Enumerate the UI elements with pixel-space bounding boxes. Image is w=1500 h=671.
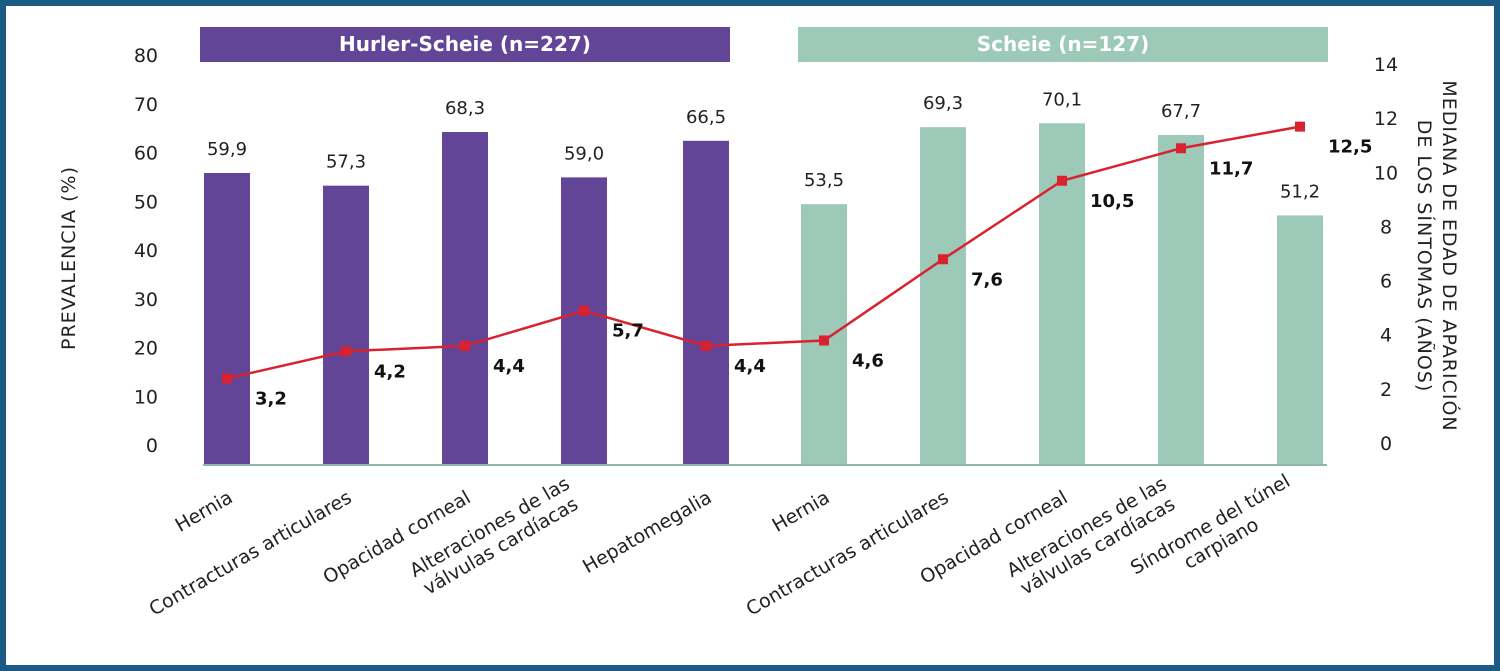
category-label-line: Contracturas articulares xyxy=(146,486,356,620)
category-label-line: Hepatomegalia xyxy=(579,486,715,577)
line-value-label: 4,2 xyxy=(374,361,406,382)
line-value-label: 7,6 xyxy=(971,269,1003,290)
y-left-tick-label: 80 xyxy=(134,45,158,67)
line-point xyxy=(1057,175,1067,186)
bar-value-label: 67,7 xyxy=(1161,101,1201,122)
bar xyxy=(442,132,488,465)
bar xyxy=(1277,215,1323,465)
y-left-tick-label: 40 xyxy=(134,240,158,262)
category-label: Hernia xyxy=(768,486,833,536)
axis-layer: 0 10 20 30 40 50 60 70 80 0 2 4 6 8 10 12 14 PREVALENCIA … xyxy=(58,45,1462,466)
y-right-tick-label: 2 xyxy=(1380,379,1392,401)
y-right-tick-label: 10 xyxy=(1374,162,1398,184)
y-left-axis-title: PREVALENCIA (%) xyxy=(58,166,80,350)
line-value-label: 4,4 xyxy=(734,356,766,377)
line-point xyxy=(1176,143,1186,154)
bar xyxy=(920,127,966,465)
line-value-label: 3,2 xyxy=(255,388,287,409)
line-point xyxy=(460,340,470,351)
y-right-tick-label: 6 xyxy=(1380,271,1392,293)
y-right-tick-label: 12 xyxy=(1374,108,1398,130)
y-right-axis-title-line: DE LOS SÍNTOMAS (AÑOS) xyxy=(1413,120,1436,393)
line-value-label: 5,7 xyxy=(612,321,644,342)
line-point xyxy=(341,346,351,357)
chart: Hurler-Scheie (n=227) Scheie (n=127) 0 10 2… xyxy=(58,27,1462,620)
bar xyxy=(323,185,369,465)
group-header-layer: Hurler-Scheie (n=227) Scheie (n=127) xyxy=(200,27,1328,62)
line-point xyxy=(1295,121,1305,132)
y-left-tick-label: 60 xyxy=(134,143,158,165)
bar xyxy=(1039,123,1085,465)
bar-value-label: 70,1 xyxy=(1042,89,1082,110)
line-point xyxy=(819,335,829,346)
bar-value-label: 59,9 xyxy=(207,139,247,160)
line-value-label: 12,5 xyxy=(1328,137,1372,158)
y-left-tick-label: 10 xyxy=(134,386,158,408)
group-title: Scheie (n=127) xyxy=(977,32,1149,56)
line-value-label: 10,5 xyxy=(1090,191,1134,212)
line-layer xyxy=(222,121,1305,384)
bar xyxy=(204,172,250,466)
y-right-tick-label: 8 xyxy=(1380,216,1392,238)
group-title: Hurler-Scheie (n=227) xyxy=(339,32,591,56)
bar xyxy=(801,204,847,465)
category-label-line: Contracturas articulares xyxy=(743,486,953,620)
group-banner xyxy=(798,27,1328,62)
bar-value-label: 59,0 xyxy=(564,143,604,164)
line-value-label: 4,4 xyxy=(493,356,525,377)
bar xyxy=(561,177,607,465)
category-label-line: Hernia xyxy=(171,486,236,536)
bar-layer xyxy=(204,123,1323,466)
bar xyxy=(683,140,729,465)
y-right-tick-label: 4 xyxy=(1380,325,1392,347)
y-right-tick-label: 14 xyxy=(1374,54,1398,76)
bar-value-label: 66,5 xyxy=(686,107,726,128)
line-value-label: 4,6 xyxy=(852,350,884,371)
group-banner xyxy=(200,27,730,62)
line-point xyxy=(701,340,711,351)
line-value-label: 11,7 xyxy=(1209,158,1253,179)
bar-value-label: 68,3 xyxy=(445,98,485,119)
y-left-tick-label: 0 xyxy=(146,435,158,457)
line-series xyxy=(226,125,1301,380)
y-left-tick-label: 20 xyxy=(134,338,158,360)
y-left-tick-label: 50 xyxy=(134,191,158,213)
category-label: Hepatomegalia xyxy=(579,486,715,577)
category-label-line: Hernia xyxy=(768,486,833,536)
y-right-tick-label: 0 xyxy=(1380,433,1392,455)
category-label: Contracturas articulares xyxy=(743,486,953,620)
y-left-tick-label: 30 xyxy=(134,289,158,311)
category-label: Contracturas articulares xyxy=(146,486,356,620)
bar-value-label: 53,5 xyxy=(804,170,844,191)
line-point xyxy=(938,254,948,265)
y-left-tick-label: 70 xyxy=(134,94,158,116)
category-label: Hernia xyxy=(171,486,236,536)
y-right-axis-title-line: MEDIANA DE EDAD DE APARICIÓN xyxy=(1438,80,1462,431)
bar xyxy=(1158,134,1204,465)
line-point xyxy=(579,305,589,316)
line-point xyxy=(222,373,232,384)
bar-value-label: 57,3 xyxy=(326,152,366,173)
bar-value-label: 69,3 xyxy=(923,93,963,114)
bar-value-label: 51,2 xyxy=(1280,181,1320,202)
